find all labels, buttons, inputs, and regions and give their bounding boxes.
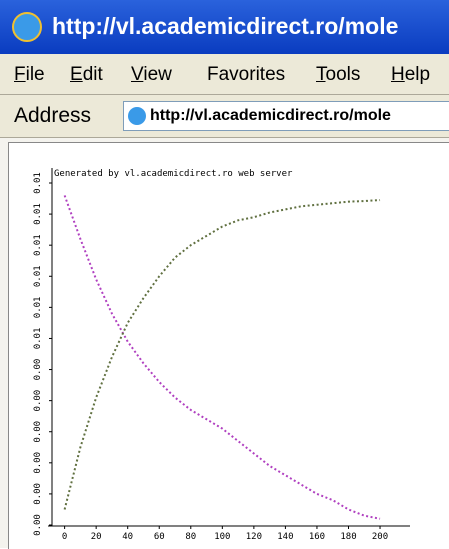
annotation: Generated by vl.academicdirect.ro web se… — [54, 169, 293, 179]
y-tick-label: 0.00 — [33, 483, 43, 505]
y-tick-label: 0.00 — [33, 421, 43, 443]
menu-item[interactable]: Tools — [316, 64, 360, 86]
address-label: Address — [14, 104, 91, 128]
page: http://vl.academicdirect.ro/mole File Ed… — [0, 0, 449, 548]
menu-item[interactable]: Edit — [70, 64, 103, 86]
x-tick-label: 60 — [154, 532, 165, 542]
y-tick-label: 0.01 — [33, 234, 43, 256]
x-tick-label: 100 — [214, 532, 230, 542]
x-tick-label: 40 — [122, 532, 133, 542]
menu-item[interactable]: Help — [391, 64, 430, 86]
y-tick-label: 0.00 — [33, 359, 43, 381]
x-tick-label: 160 — [309, 532, 325, 542]
menu-bar: File Edit View Favorites Tools Help — [0, 54, 449, 95]
y-tick-label: 0.01 — [33, 265, 43, 287]
menu-item[interactable]: Favorites — [207, 64, 285, 86]
x-tick-label: 140 — [277, 532, 293, 542]
x-tick-label: 20 — [91, 532, 102, 542]
x-tick-label: 0 — [62, 532, 67, 542]
x-tick-label: 80 — [185, 532, 196, 542]
x-tick-label: 180 — [340, 532, 356, 542]
content: Generated by vl.academicdirect.ro web se… — [0, 138, 449, 548]
page-icon — [128, 107, 146, 125]
y-tick-label: 0.00 — [33, 452, 43, 474]
x-tick-label: 200 — [372, 532, 388, 542]
series-line — [65, 195, 380, 518]
address-bar: Address http://vl.academicdirect.ro/mole — [0, 95, 449, 138]
y-tick-label: 0.01 — [33, 328, 43, 350]
ie-icon — [12, 12, 42, 42]
y-tick-label: 0.01 — [33, 172, 43, 194]
y-tick-label: 0.01 — [33, 297, 43, 319]
x-tick-label: 120 — [246, 532, 262, 542]
y-tick-label: 0.00 — [33, 514, 43, 536]
y-tick-label: 0.00 — [33, 390, 43, 412]
window-title: http://vl.academicdirect.ro/mole — [52, 13, 398, 40]
chart: Generated by vl.academicdirect.ro web se… — [0, 138, 449, 548]
y-tick-label: 0.01 — [33, 203, 43, 225]
address-url[interactable]: http://vl.academicdirect.ro/mole — [150, 107, 391, 125]
menu-item[interactable]: File — [14, 64, 45, 86]
menu-item[interactable]: View — [131, 64, 172, 86]
address-field[interactable]: http://vl.academicdirect.ro/mole — [123, 101, 449, 131]
title-bar: http://vl.academicdirect.ro/mole — [0, 0, 449, 54]
series-line — [65, 200, 380, 509]
